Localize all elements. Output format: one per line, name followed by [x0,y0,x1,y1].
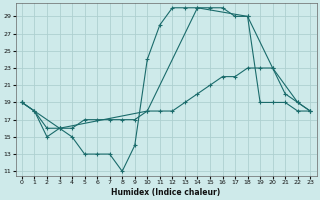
X-axis label: Humidex (Indice chaleur): Humidex (Indice chaleur) [111,188,221,197]
